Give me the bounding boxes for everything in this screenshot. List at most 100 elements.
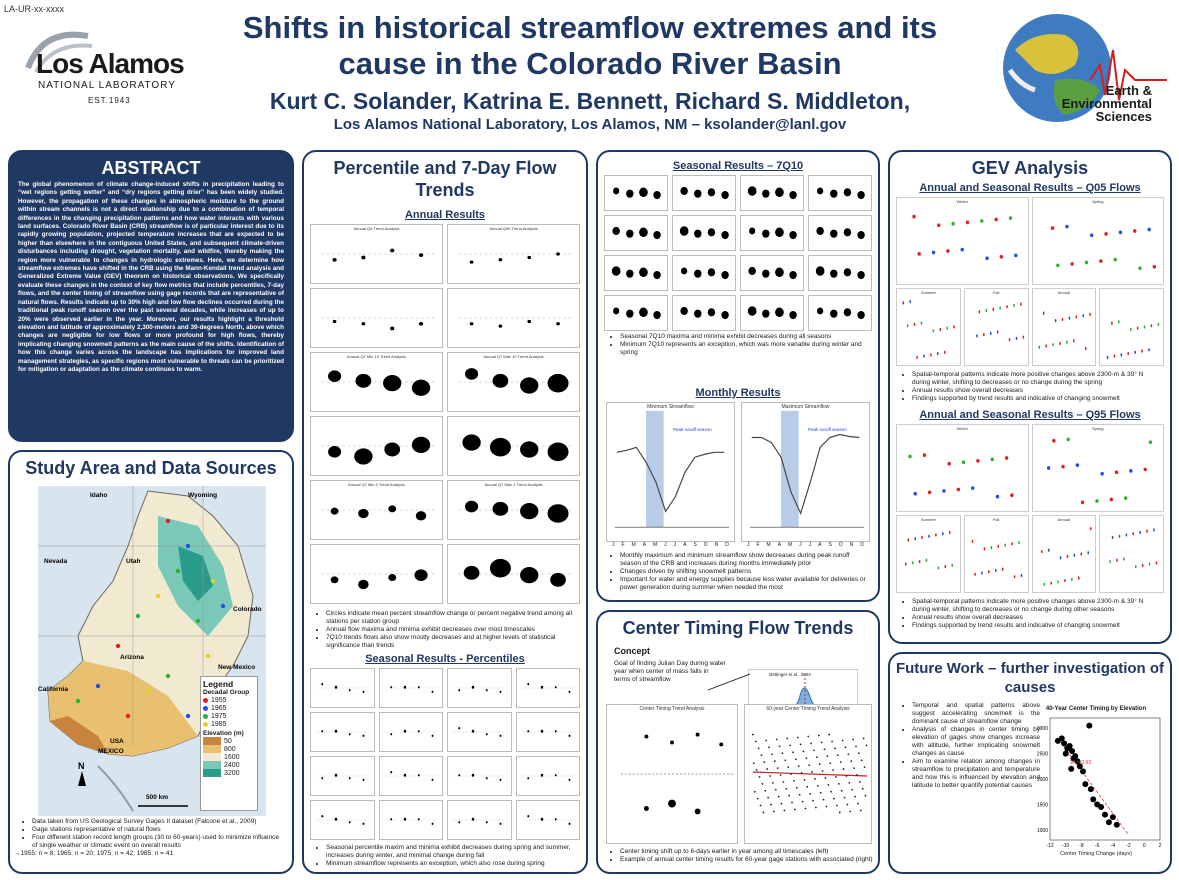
peak-runoff-label-2: Peak runoff season — [808, 427, 847, 432]
r2-label: R² = 0.63 — [1070, 760, 1091, 766]
mini-plot-seasonal-7q10-6 — [672, 215, 736, 251]
x-tick-label: -8 — [1079, 843, 1084, 849]
mini-plot-seasonal-perc-7 — [447, 712, 512, 752]
gev-plot-title: Annual — [1057, 517, 1071, 522]
legend-elev-label: 2400 — [224, 761, 240, 769]
gev-q05-plot-1: Winter — [896, 197, 1029, 285]
title-line-2: cause in the Colorado River Basin — [338, 46, 842, 81]
mini-plot-seasonal-perc-13 — [310, 800, 375, 840]
gev-q05-bullet-1: Spatial-temporal patterns indicate more … — [912, 371, 1162, 387]
mini-plot-graphic — [677, 186, 733, 200]
legend-group-1985: 1985 — [203, 720, 255, 728]
mini-plot-graphic — [745, 227, 801, 240]
mini-plot-graphic — [321, 436, 437, 465]
gev-plot-graphic — [902, 300, 955, 360]
authors: Kurt C. Solander, Katrina E. Bennett, Ri… — [269, 88, 911, 114]
month-tick: A — [683, 542, 687, 548]
mini-plot-graphic — [384, 685, 440, 693]
month-tick: S — [828, 542, 832, 548]
mini-plot-seasonal-7q10-7 — [740, 215, 804, 251]
gev-q05-plot-4: Fall — [963, 288, 1029, 366]
future-work-panel: Future Work – further investigation of c… — [888, 652, 1172, 874]
legend-elev-1600: 1600 — [203, 753, 255, 761]
map-label-new-mexico: New Mexico — [218, 664, 256, 671]
gev-plot-graphic — [975, 302, 1024, 342]
legend-swatch — [203, 737, 221, 745]
mini-plot-graphic — [321, 505, 437, 521]
mini-plot-title: Annual Q95 Trend Analysis — [489, 226, 538, 231]
scatter-point — [1072, 753, 1079, 760]
gev-q05-plot-2: Spring — [1031, 197, 1164, 285]
map-label-usa: USA — [110, 738, 124, 745]
scatter-point — [1098, 803, 1105, 810]
gev-plot-title: Winter — [956, 426, 969, 431]
legend-group-1965: 1965 — [203, 704, 255, 712]
center-timing-60yr-title: 60-year Center Timing Trend Analysis — [766, 706, 850, 712]
map-label-wyoming: Wyoming — [188, 492, 218, 499]
mini-plot-seasonal-perc-3 — [447, 668, 512, 708]
mini-plot-graphic — [745, 306, 801, 320]
gev-q95-plot-6 — [1099, 515, 1164, 593]
gev-q05-bullet-3: Findings supported by trend results and … — [912, 395, 1162, 403]
legend-title: Legend — [203, 679, 234, 689]
gev-plot-title: Annual — [1057, 290, 1071, 295]
gev-plot-graphic — [1040, 527, 1092, 587]
gev-plot-title: Fall — [992, 290, 1000, 295]
mini-plot-graphic — [453, 727, 508, 737]
legend-groups: 1955 1965 1975 1985 — [203, 696, 255, 728]
elevation-chart-title: 40-Year Center Timing by Elevation — [1045, 706, 1147, 712]
mini-plot-seasonal-perc-16 — [515, 800, 580, 840]
month-tick: M — [788, 542, 793, 548]
gev-plot-title: Spring — [1091, 199, 1104, 204]
concept-text: Goal of finding Julian Day during water … — [614, 660, 726, 683]
scatter-point — [1068, 765, 1075, 772]
mini-plot-annual-10: Annual Q7 Max 2 Trend Analysis — [447, 480, 580, 540]
month-tick: N — [714, 542, 719, 548]
citation: Dettinger et al., 2003 — [769, 672, 811, 677]
center-timing-bullet-2: Example of annual center timing results … — [620, 856, 878, 864]
legend-group-label: 1955 — [211, 696, 227, 704]
monthly-max-graph — [749, 410, 865, 528]
gev-plot-title: Summer — [920, 290, 936, 295]
gev-plot-graphic — [971, 539, 1023, 579]
annual-results-plots: Annual Q5 Trend Analysis Annual Q95 Trend… — [304, 224, 586, 604]
scatter-point — [1102, 811, 1108, 818]
future-bullet-1: Temporal and spatial patterns above sugg… — [912, 702, 1040, 726]
mini-plot-seasonal-perc-15 — [447, 800, 512, 840]
scatter-point — [1062, 750, 1069, 757]
map-label-colorado: Colorado — [233, 606, 262, 613]
month-tick: J — [612, 542, 615, 548]
study-area-title: Study Area and Data Sources — [25, 458, 277, 478]
x-tick-label: 0 — [1143, 843, 1146, 849]
peak-runoff-label: Peak runoff season — [673, 427, 712, 432]
annual-bullet-2: Annual flow maxima and minima exhibit de… — [326, 626, 578, 634]
elevation-chart-graphic: 3000 2500 2000 1500 1000 -12 -10 -8 -6 -4 -2 0 2 R² =… — [1037, 717, 1162, 849]
x-tick-label: -2 — [1126, 843, 1131, 849]
mini-plot-annual-2: Annual Q95 Trend Analysis — [447, 224, 580, 284]
mini-plot-seasonal-perc-4 — [515, 668, 580, 708]
gev-q95-plot-4: Fall — [963, 515, 1029, 593]
mini-plot-graphic — [521, 773, 577, 781]
month-tick: S — [693, 542, 697, 548]
mini-plot-annual-5: Annual Q7 Min 10 Trend Analysis — [310, 352, 443, 412]
mini-plot-seasonal-perc-2 — [378, 668, 443, 708]
mini-plot-seasonal-7q10-15 — [740, 295, 804, 331]
station-counts: →1955: n = 8; 1965: n = 20; 1975: n = 42… — [14, 850, 174, 857]
mini-plot-graphic — [609, 266, 665, 280]
mini-plot-annual-7 — [310, 416, 443, 476]
mini-plot-graphic — [316, 815, 371, 825]
mini-plot-seasonal-perc-6 — [378, 712, 443, 752]
legend-elev-50: 50 — [203, 737, 255, 745]
legend-swatch — [203, 753, 221, 761]
ees-logo-line3: Sciences — [1095, 109, 1152, 124]
mini-plot-graphic — [321, 569, 437, 590]
legend-elev-label: 50 — [224, 737, 232, 745]
map-label-mexico: MEXICO — [98, 748, 124, 755]
mini-plot-annual-9: Annual Q7 Min 2 Trend Analysis — [310, 480, 443, 540]
legend-elev-title: Elevation (m) — [203, 730, 244, 737]
month-tick: A — [777, 542, 782, 548]
scatter-point — [1069, 748, 1075, 755]
mini-plot-graphic — [609, 307, 665, 320]
month-tick: J — [673, 542, 677, 548]
gev-plot-title: Fall — [992, 517, 1000, 522]
